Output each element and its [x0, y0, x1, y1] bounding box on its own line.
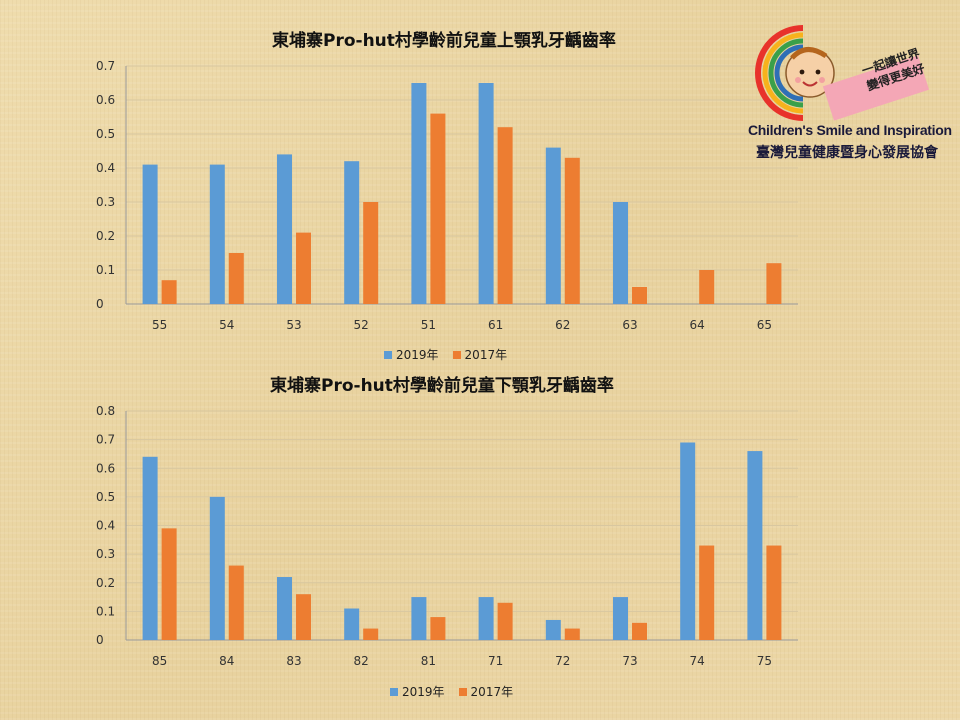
bar-2017-54 — [228, 253, 244, 304]
bar-2019-75 — [747, 451, 763, 640]
upper-jaw-bar-chart: 0 0.1 0.2 0.3 0.4 0.5 0.6 0.7 55 54 53 52 51 61 62 63 64… — [96, 59, 798, 332]
bar-2017-52 — [363, 202, 379, 304]
bar-2019-63 — [613, 202, 628, 304]
bar-2019-72 — [545, 619, 561, 640]
y-tick-label: 0.4 — [96, 519, 115, 533]
bar-2017-64 — [699, 270, 715, 304]
legend-item-2019: 2019年 — [390, 683, 445, 700]
legend-item-2017: 2017年 — [452, 346, 508, 363]
bar-2019-83 — [277, 577, 292, 640]
x-tick-label: 84 — [219, 654, 234, 668]
x-tick-label: 62 — [555, 318, 570, 332]
organization-name-zh: 臺灣兒童健康暨身心發展協會 — [756, 145, 938, 161]
bar-2017-85 — [161, 528, 177, 640]
x-tick-label: 63 — [622, 318, 637, 332]
y-tick-label: 0.6 — [96, 461, 115, 475]
bar-2017-82 — [363, 628, 379, 640]
bar-2017-61 — [497, 127, 513, 304]
legend-swatch-2019 — [390, 687, 398, 696]
bar-2019-73 — [613, 597, 628, 640]
bar-2017-84 — [228, 565, 244, 640]
bar-2019-51 — [411, 83, 427, 304]
x-tick-label: 54 — [219, 318, 234, 332]
x-tick-label: 75 — [757, 654, 772, 668]
chart-title-lower: 東埔寨Pro-hut村學齡前兒童下顎乳牙齲齒率 — [270, 376, 614, 396]
x-tick-label: 72 — [555, 654, 570, 668]
y-tick-label: 0.2 — [96, 229, 115, 243]
x-tick-label: 53 — [286, 318, 301, 332]
bar-2019-81 — [411, 597, 427, 640]
bar-2017-74 — [699, 545, 715, 640]
y-tick-label: 0.1 — [96, 604, 115, 618]
x-tick-label: 74 — [690, 654, 705, 668]
organization-logo: 一起讓世界 變得更美好 Children's Smile and Inspira… — [748, 18, 952, 168]
bar-2019-71 — [478, 597, 494, 640]
smiling-child-face-with-rainbow-icon — [755, 25, 835, 121]
bar-2019-61 — [478, 83, 494, 304]
bar-2017-73 — [632, 622, 647, 640]
bar-2017-72 — [564, 628, 580, 640]
y-tick-label: 0.6 — [96, 93, 115, 107]
legend-lower: 2019年 2017年 — [390, 683, 513, 700]
bar-2017-81 — [430, 617, 446, 640]
bar-2017-65 — [766, 263, 782, 304]
bar-2019-82 — [344, 608, 360, 640]
y-tick-label: 0.1 — [96, 263, 115, 277]
bar-2017-51 — [430, 113, 446, 304]
y-tick-label: 0.5 — [96, 490, 115, 504]
x-tick-label: 61 — [488, 318, 503, 332]
legend-label: 2017年 — [470, 685, 514, 699]
x-tick-label: 83 — [286, 654, 301, 668]
x-tick-label: 52 — [354, 318, 369, 332]
y-tick-label: 0.3 — [96, 195, 115, 209]
x-tick-label: 55 — [152, 318, 167, 332]
x-tick-label: 82 — [354, 654, 369, 668]
y-tick-label: 0.7 — [96, 433, 115, 447]
legend-swatch-2019 — [384, 350, 392, 359]
x-tick-label: 65 — [757, 318, 772, 332]
bar-2017-53 — [296, 232, 311, 304]
x-tick-label: 64 — [690, 318, 705, 332]
bar-2019-85 — [142, 456, 158, 640]
y-tick-label: 0.8 — [96, 404, 115, 418]
y-tick-label: 0 — [96, 297, 104, 311]
legend-swatch-2017 — [458, 687, 467, 696]
y-tick-label: 0.5 — [96, 127, 115, 141]
legend-item-2017: 2017年 — [458, 683, 514, 700]
x-tick-label: 51 — [421, 318, 436, 332]
y-tick-label: 0.4 — [96, 161, 115, 175]
x-tick-label: 81 — [421, 654, 436, 668]
bar-2019-62 — [545, 147, 561, 304]
organization-name-en: Children's Smile and Inspiration — [748, 122, 952, 138]
legend-label: 2017年 — [464, 348, 508, 362]
bar-2017-75 — [766, 545, 782, 640]
bar-2019-84 — [209, 496, 225, 640]
x-tick-label: 71 — [488, 654, 503, 668]
chart-title-upper: 東埔寨Pro-hut村學齡前兒童上顎乳牙齲齒率 — [272, 31, 616, 51]
y-tick-label: 0.2 — [96, 576, 115, 590]
y-tick-label: 0.3 — [96, 547, 115, 561]
bar-2019-53 — [277, 154, 292, 304]
y-tick-label: 0 — [96, 633, 104, 647]
legend-label: 2019年 — [396, 348, 439, 362]
legend-upper: 2019年 2017年 — [384, 346, 507, 363]
bar-2017-71 — [497, 602, 513, 640]
bar-2019-54 — [209, 164, 225, 304]
bar-2017-62 — [564, 157, 580, 304]
bar-2019-74 — [680, 442, 696, 640]
bar-2017-63 — [632, 287, 647, 304]
bar-2019-52 — [344, 161, 360, 304]
bar-2019-55 — [142, 164, 158, 304]
x-tick-label: 85 — [152, 654, 167, 668]
y-tick-label: 0.7 — [96, 59, 115, 73]
bar-2017-83 — [296, 594, 311, 640]
legend-label: 2019年 — [402, 685, 445, 699]
legend-swatch-2017 — [452, 350, 461, 359]
bar-2017-55 — [161, 280, 177, 304]
x-tick-label: 73 — [622, 654, 637, 668]
legend-item-2019: 2019年 — [384, 346, 439, 363]
